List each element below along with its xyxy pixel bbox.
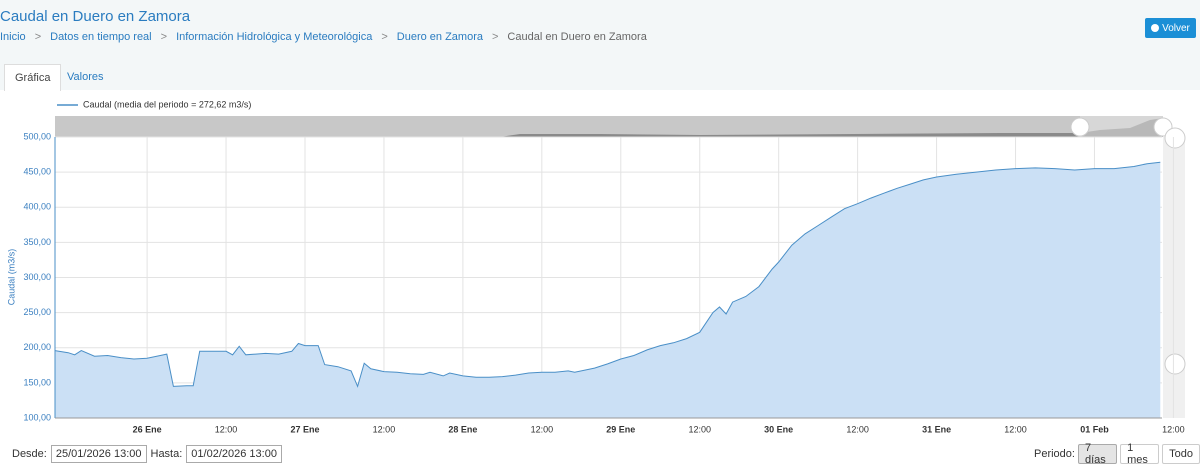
y-tick-label: 150,00 bbox=[23, 377, 51, 387]
scroll-handle[interactable] bbox=[1164, 353, 1186, 375]
area bbox=[55, 162, 1161, 418]
period-selector: Periodo: 7 días 1 mes Todo bbox=[1034, 442, 1200, 466]
x-tick-label: 26 Ene bbox=[133, 424, 162, 434]
y-tick-label: 400,00 bbox=[23, 202, 51, 212]
tab[interactable]: Gráfica bbox=[4, 64, 62, 91]
y-tick-label: 200,00 bbox=[23, 342, 51, 352]
x-tick-label: 12:00 bbox=[688, 424, 711, 434]
navigator-series bbox=[55, 118, 1163, 137]
y-tick-label: 100,00 bbox=[23, 412, 51, 422]
period-button[interactable]: 1 mes bbox=[1120, 442, 1160, 466]
x-tick-label: 12:00 bbox=[1162, 424, 1185, 434]
crumb[interactable]: Inicio bbox=[0, 31, 26, 43]
x-tick-label: 31 Ene bbox=[922, 424, 951, 434]
navigator-window[interactable] bbox=[1080, 116, 1163, 137]
separator: > bbox=[160, 31, 168, 43]
x-tick-label: 12:00 bbox=[373, 424, 396, 434]
crumb[interactable]: Información Hidrológica y Meteorológica bbox=[176, 31, 373, 43]
y-tick-label: 250,00 bbox=[23, 307, 51, 317]
to-input[interactable]: 01/02/2026 13:00 bbox=[186, 445, 282, 463]
legend-label[interactable]: Caudal (media del periodo = 272,62 m3/s) bbox=[83, 99, 251, 109]
from-label: Desde: bbox=[12, 448, 47, 460]
navigator[interactable] bbox=[55, 116, 1163, 137]
tab[interactable]: Valores bbox=[67, 71, 104, 83]
back-button[interactable]: Volver bbox=[1145, 18, 1196, 38]
y-axis-title: Caudal (m3/s) bbox=[6, 249, 16, 306]
crumb[interactable]: Datos en tiempo real bbox=[50, 31, 152, 43]
x-tick-label: 27 Ene bbox=[290, 424, 319, 434]
crumb: Caudal en Duero en Zamora bbox=[507, 31, 647, 43]
crumb[interactable]: Duero en Zamora bbox=[396, 31, 483, 43]
page-title: Caudal en Duero en Zamora bbox=[0, 8, 191, 25]
y-tick-label: 500,00 bbox=[23, 131, 51, 141]
plot: 100,00 150,00 200,00 250,00 300,00 350,00 400,… bbox=[23, 131, 1184, 434]
x-tick-label: 28 Ene bbox=[448, 424, 477, 434]
x-tick-label: 12:00 bbox=[215, 424, 238, 434]
y-tick-label: 350,00 bbox=[23, 237, 51, 247]
navigator-handle[interactable] bbox=[1070, 117, 1090, 137]
separator: > bbox=[34, 31, 42, 43]
x-tick-label: 12:00 bbox=[531, 424, 554, 434]
x-tick-label: 01 Feb bbox=[1080, 424, 1109, 434]
x-tick-label: 30 Ene bbox=[764, 424, 793, 434]
x-tick-label: 29 Ene bbox=[606, 424, 635, 434]
x-tick-label: 12:00 bbox=[1004, 424, 1027, 434]
line bbox=[54, 161, 1161, 388]
period-button[interactable]: 7 días bbox=[1077, 442, 1118, 466]
period-button[interactable]: Todo bbox=[1162, 444, 1200, 464]
y-tick-label: 300,00 bbox=[23, 272, 51, 282]
scrollbar[interactable] bbox=[1163, 137, 1185, 418]
separator: > bbox=[491, 31, 499, 43]
icon bbox=[1151, 24, 1160, 32]
period-label: Periodo: bbox=[1034, 448, 1075, 460]
scroll-handle[interactable] bbox=[1164, 127, 1186, 149]
to-label: Hasta: bbox=[150, 448, 183, 460]
breadcrumb: Inicio > Datos en tiempo real > Informació… bbox=[0, 31, 647, 43]
date-range: Desde: 25/01/2026 13:00 Hasta: 01/02/202… bbox=[12, 445, 282, 463]
back-label: Volver bbox=[1162, 22, 1190, 34]
from-input[interactable]: 25/01/2026 13:00 bbox=[50, 445, 147, 463]
separator: > bbox=[381, 31, 388, 43]
x-tick-label: 12:00 bbox=[846, 424, 869, 434]
y-tick-label: 450,00 bbox=[23, 167, 51, 177]
